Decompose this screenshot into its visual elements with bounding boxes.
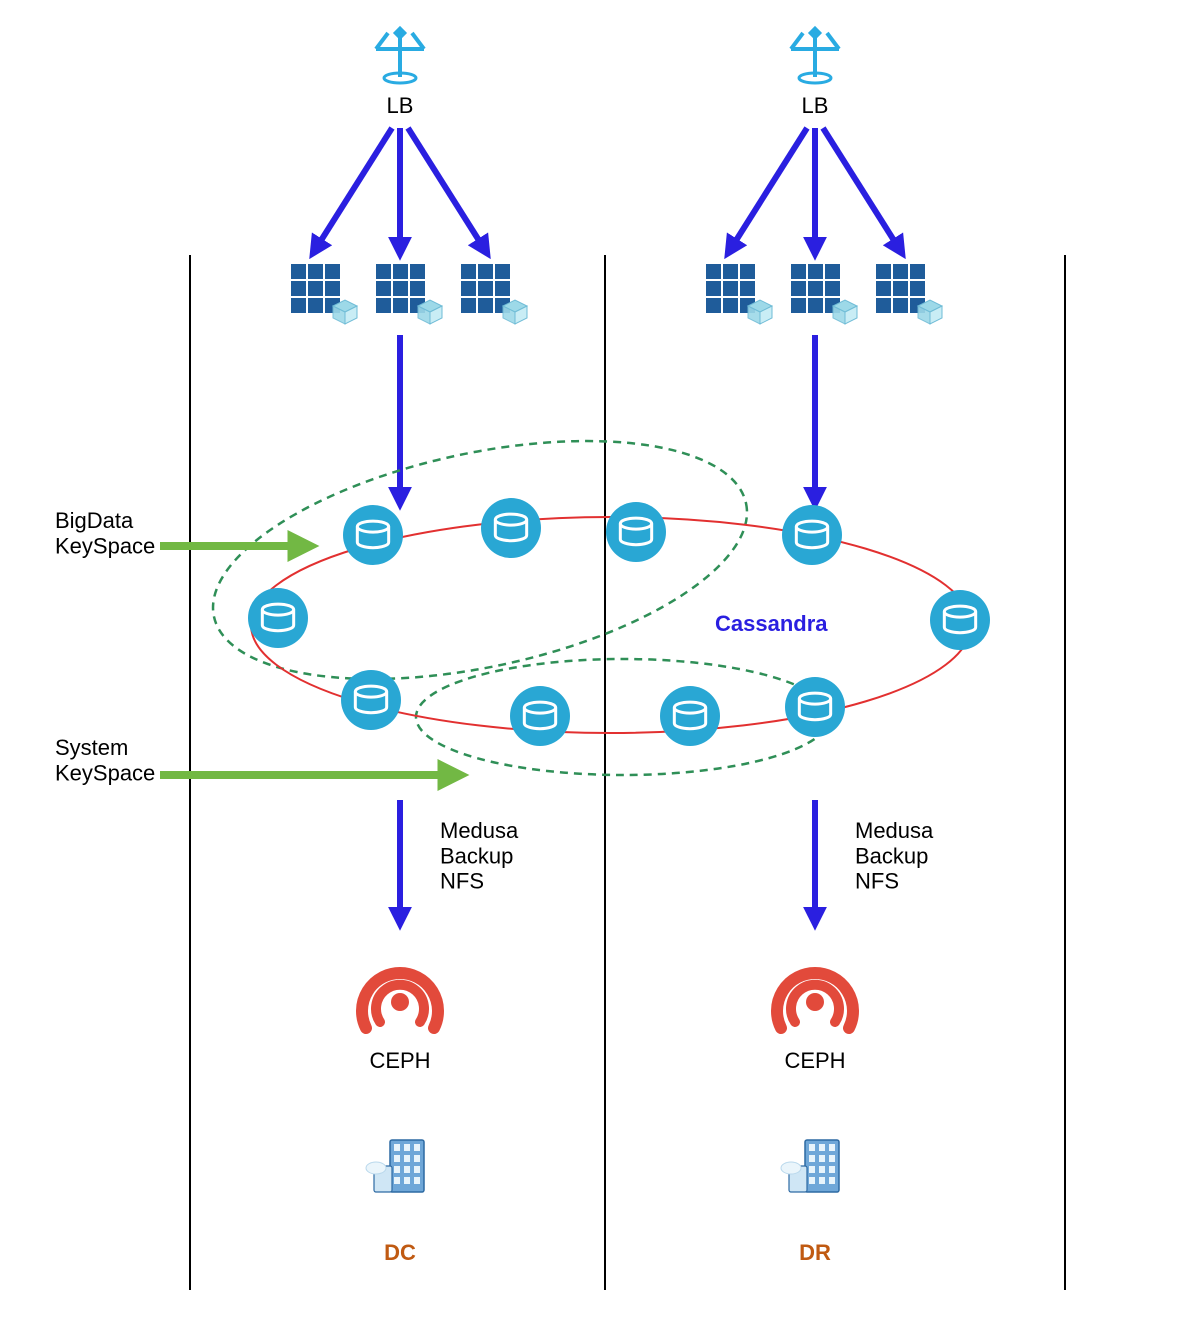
medusa-line3: NFS xyxy=(440,869,484,894)
lb-label-left: LB xyxy=(387,93,414,118)
ceph-icon xyxy=(777,973,853,1028)
system-label-line2: KeySpace xyxy=(55,760,155,785)
bigdata-keyspace-ellipse xyxy=(192,399,769,721)
container-cluster-icon xyxy=(706,264,772,324)
medusa-line2: Backup xyxy=(440,843,513,868)
container-cluster-icon xyxy=(376,264,442,324)
database-node-icon xyxy=(343,505,403,565)
database-node-icon xyxy=(660,686,720,746)
container-cluster-icon xyxy=(791,264,857,324)
dr-label: DR xyxy=(799,1240,831,1265)
database-node-icon xyxy=(481,498,541,558)
cassandra-label: Cassandra xyxy=(715,611,828,636)
dc-label: DC xyxy=(384,1240,416,1265)
load-balancer-icon xyxy=(791,26,839,83)
container-cluster-icon xyxy=(461,264,527,324)
lb-label-right: LB xyxy=(802,93,829,118)
flow-arrow xyxy=(823,128,900,250)
flow-arrow xyxy=(408,128,485,250)
container-cluster-icon xyxy=(291,264,357,324)
container-cluster-icon xyxy=(876,264,942,324)
database-node-icon xyxy=(606,502,666,562)
medusa-backup-label-left: MedusaBackupNFS xyxy=(440,818,519,894)
bigdata-label-line1: BigData xyxy=(55,508,134,533)
ceph-label-right: CEPH xyxy=(784,1048,845,1073)
database-node-icon xyxy=(785,677,845,737)
system-label-line1: System xyxy=(55,735,128,760)
medusa-line1: Medusa xyxy=(855,818,934,843)
database-node-icon xyxy=(930,590,990,650)
flow-arrow xyxy=(730,128,807,250)
ceph-label-left: CEPH xyxy=(369,1048,430,1073)
ceph-icon xyxy=(362,973,438,1028)
medusa-line3: NFS xyxy=(855,869,899,894)
database-node-icon xyxy=(782,505,842,565)
system-keyspace-ellipse xyxy=(416,659,830,775)
medusa-backup-label-right: MedusaBackupNFS xyxy=(855,818,934,894)
database-node-icon xyxy=(510,686,570,746)
load-balancer-icon xyxy=(376,26,424,83)
bigdata-keyspace-label: BigDataKeySpace xyxy=(55,508,155,558)
medusa-line2: Backup xyxy=(855,843,928,868)
system-keyspace-label: SystemKeySpace xyxy=(55,735,155,785)
datacenter-building-icon xyxy=(781,1140,839,1192)
bigdata-label-line2: KeySpace xyxy=(55,533,155,558)
database-node-icon xyxy=(341,670,401,730)
database-node-icon xyxy=(248,588,308,648)
datacenter-building-icon xyxy=(366,1140,424,1192)
flow-arrow xyxy=(315,128,392,250)
medusa-line1: Medusa xyxy=(440,818,519,843)
